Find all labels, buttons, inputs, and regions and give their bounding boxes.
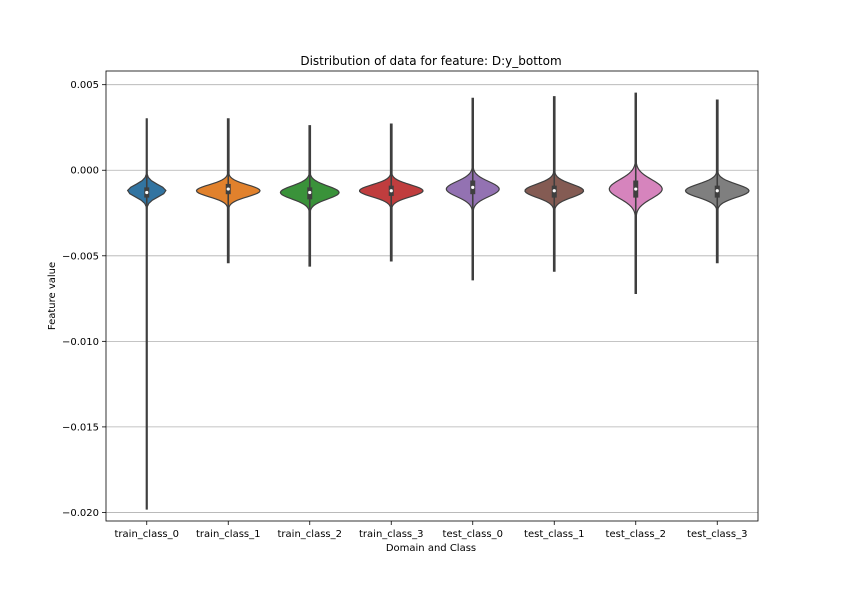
chart-title: Distribution of data for feature: D:y_bo… [300,54,561,68]
median-marker-test_class_3 [715,189,719,193]
y-tick-label: 0.000 [70,166,99,177]
y-tick-label: −0.015 [62,422,99,433]
x-tick-label: train_class_1 [196,529,260,540]
x-tick-label: test_class_0 [443,529,503,540]
x-axis-label: Domain and Class [386,543,476,554]
x-tick-label: train_class_2 [278,529,342,540]
y-tick-label: −0.010 [62,337,99,348]
median-marker-train_class_3 [389,189,393,193]
y-tick-label: −0.020 [62,508,99,519]
y-axis-label: Feature value [47,262,58,330]
median-marker-train_class_0 [145,190,149,195]
median-marker-test_class_1 [552,189,556,193]
x-tick-label: test_class_2 [606,529,666,540]
x-tick-label: train_class_3 [359,529,423,540]
gridlines [106,84,758,513]
y-tick-label: 0.005 [70,80,99,91]
x-tick-label: test_class_1 [524,529,584,540]
median-marker-test_class_2 [634,187,638,191]
median-marker-test_class_0 [471,185,475,189]
median-marker-train_class_1 [226,187,230,191]
x-axis-ticks: train_class_0 train_class_1 train_class_2 t… [115,521,747,540]
median-marker-train_class_2 [308,190,312,195]
x-tick-label: test_class_3 [687,529,747,540]
plot-frame [105,70,759,522]
y-tick-label: −0.005 [62,251,99,262]
y-axis-ticks: 0.005 0.000 −0.005 −0.010 −0.015 −0.020 [62,80,106,519]
x-tick-label: train_class_0 [115,529,179,540]
violins [126,92,750,510]
